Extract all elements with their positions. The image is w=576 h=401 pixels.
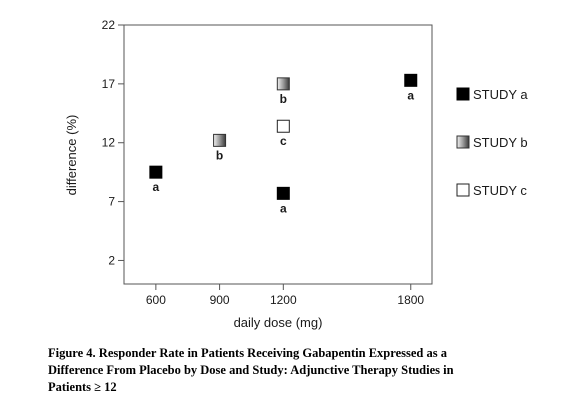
data-point-marker — [213, 133, 227, 147]
legend: STUDY a STUDY b STUDY c — [456, 87, 528, 198]
data-point-label: a — [407, 88, 414, 102]
caption-line-2: Difference From Placebo by Dose and Stud… — [48, 363, 454, 377]
data-point-marker — [276, 119, 290, 133]
y-axis-title: difference (%) — [64, 115, 79, 196]
y-tick-label: 22 — [102, 18, 116, 32]
caption-line-3: Patients ≥ 12 — [48, 380, 117, 394]
y-tick-label: 12 — [102, 136, 116, 150]
x-axis: 600 900 1200 1800 — [146, 284, 424, 307]
legend-swatch — [456, 87, 470, 101]
y-axis: 2 7 12 17 22 — [102, 18, 124, 267]
legend-label: STUDY b — [473, 135, 528, 150]
legend-label: STUDY c — [473, 183, 527, 198]
legend-label: STUDY a — [473, 87, 528, 102]
plot-frame — [123, 24, 433, 285]
x-axis-title: daily dose (mg) — [234, 315, 323, 330]
data-point-marker — [149, 165, 163, 179]
x-tick-label: 600 — [146, 293, 166, 307]
y-tick-label: 7 — [108, 195, 115, 209]
caption-line-1: Figure 4. Responder Rate in Patients Rec… — [48, 346, 447, 360]
y-tick-label: 2 — [108, 253, 115, 267]
data-points: a a a b b c — [149, 73, 418, 215]
data-point-label: a — [153, 180, 160, 194]
x-tick-label: 900 — [210, 293, 230, 307]
data-point-label: c — [280, 134, 287, 148]
x-tick-label: 1800 — [397, 293, 424, 307]
figure-caption: Figure 4. Responder Rate in Patients Rec… — [48, 345, 548, 396]
data-point-marker — [404, 73, 418, 87]
x-tick-label: 1200 — [270, 293, 297, 307]
data-point-marker — [276, 77, 290, 91]
legend-swatch — [456, 135, 470, 149]
data-point-label: a — [280, 201, 287, 215]
data-point-label: b — [280, 92, 287, 106]
y-tick-label: 17 — [102, 77, 116, 91]
data-point-label: b — [216, 148, 223, 162]
data-point-marker — [276, 186, 290, 200]
legend-swatch — [456, 183, 470, 197]
